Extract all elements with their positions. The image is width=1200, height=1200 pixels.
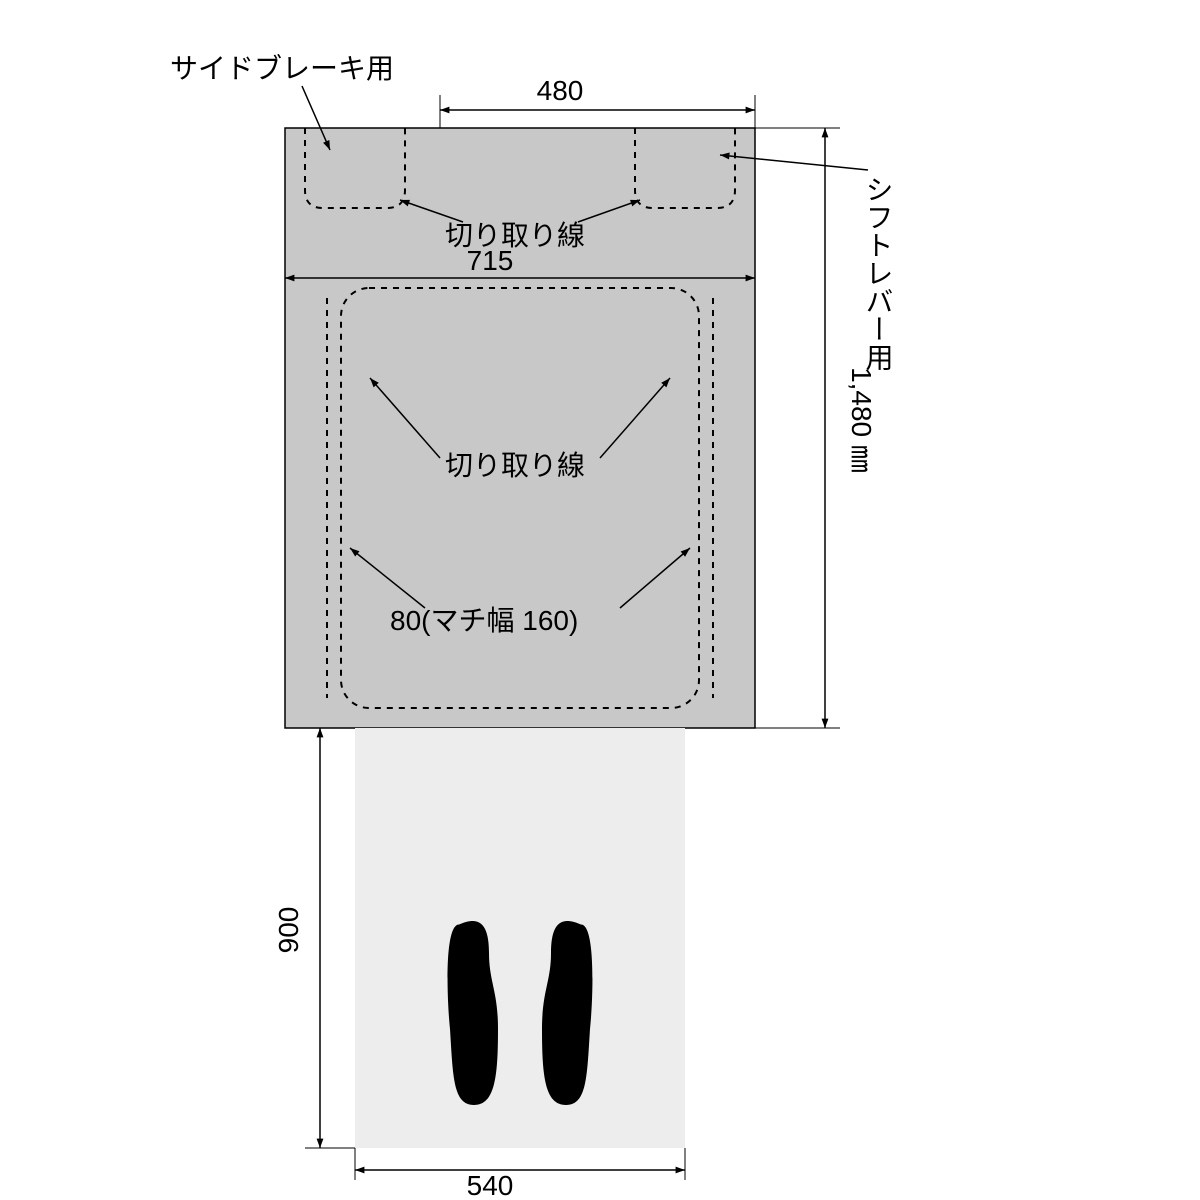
svg-text:480: 480: [537, 75, 584, 106]
svg-text:サイドブレーキ用: サイドブレーキ用: [170, 53, 394, 84]
svg-text:シフトレバー用: シフトレバー用: [863, 175, 894, 371]
svg-text:540: 540: [467, 1170, 514, 1200]
svg-text:切り取り線: 切り取り線: [445, 450, 585, 481]
svg-text:80(マチ幅 160): 80(マチ幅 160): [390, 605, 578, 636]
svg-text:900: 900: [273, 907, 304, 954]
svg-text:切り取り線: 切り取り線: [445, 220, 585, 251]
svg-text:1,480 ㎜: 1,480 ㎜: [846, 367, 877, 473]
